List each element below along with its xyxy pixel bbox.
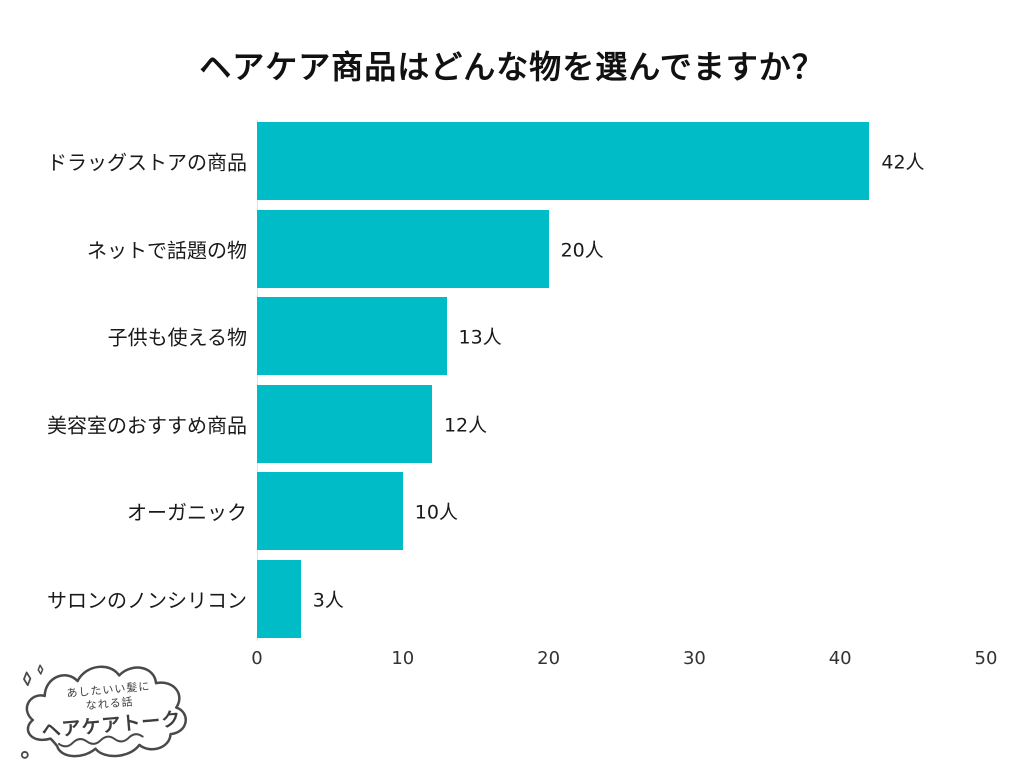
x-tick-label: 30: [682, 648, 706, 669]
x-tick-label: 10: [391, 648, 415, 669]
bar: [257, 472, 403, 550]
sparkle-icon: [37, 664, 44, 675]
sparkle-dot-icon: [20, 751, 29, 759]
bar: [257, 122, 870, 200]
logo-wavy-underline: [57, 733, 144, 748]
logo-tagline-line2: なれる話: [85, 694, 134, 712]
category-label: 美容室のおすすめ商品: [47, 413, 247, 437]
x-tick-label: 0: [251, 648, 263, 669]
chart-title: ヘアケア商品はどんな物を選んでますか？: [199, 48, 825, 86]
bar-row: サロンのノンシリコン 3人: [47, 559, 986, 638]
bar-row: ドラッグストアの商品 42人: [47, 122, 986, 200]
x-tick-label: 40: [828, 648, 852, 669]
bar: [257, 384, 432, 463]
bar: [257, 559, 301, 638]
sparkle-icon: [23, 671, 32, 687]
x-tick-label: 20: [537, 648, 561, 669]
value-label: 13人: [458, 326, 502, 349]
category-label: オーガニック: [127, 500, 247, 525]
category-label: ドラッグストアの商品: [47, 150, 247, 175]
x-tick-label: 50: [974, 648, 998, 669]
value-label: 10人: [414, 501, 458, 524]
value-label: 3人: [312, 589, 344, 611]
logo-cloud-outline: [25, 665, 187, 758]
bar-row: 美容室のおすすめ商品 12人: [47, 384, 986, 463]
value-label: 42人: [881, 151, 925, 174]
bar-row: ネットで話題の物 20人: [87, 209, 986, 288]
bar: [257, 209, 549, 288]
plot-area: ドラッグストアの商品 42人ネットで話題の物 20人子供も使える物 13人美容室のおす…: [47, 120, 986, 641]
category-label: 子供も使える物: [107, 325, 247, 350]
bar: [257, 297, 447, 375]
site-logo: あしたいい髪に なれる話 ヘアケアトーク: [20, 664, 187, 759]
value-label: 20人: [560, 239, 604, 261]
bar-row: 子供も使える物 13人: [108, 297, 986, 375]
category-label: サロンのノンシリコン: [47, 588, 247, 612]
y-axis-line: [257, 120, 258, 641]
x-axis: 0 10 20 30 40 50: [251, 648, 997, 674]
bar-row: オーガニック 10人: [127, 472, 986, 550]
value-label: 12人: [443, 414, 488, 436]
category-label: ネットで話題の物: [87, 238, 247, 262]
